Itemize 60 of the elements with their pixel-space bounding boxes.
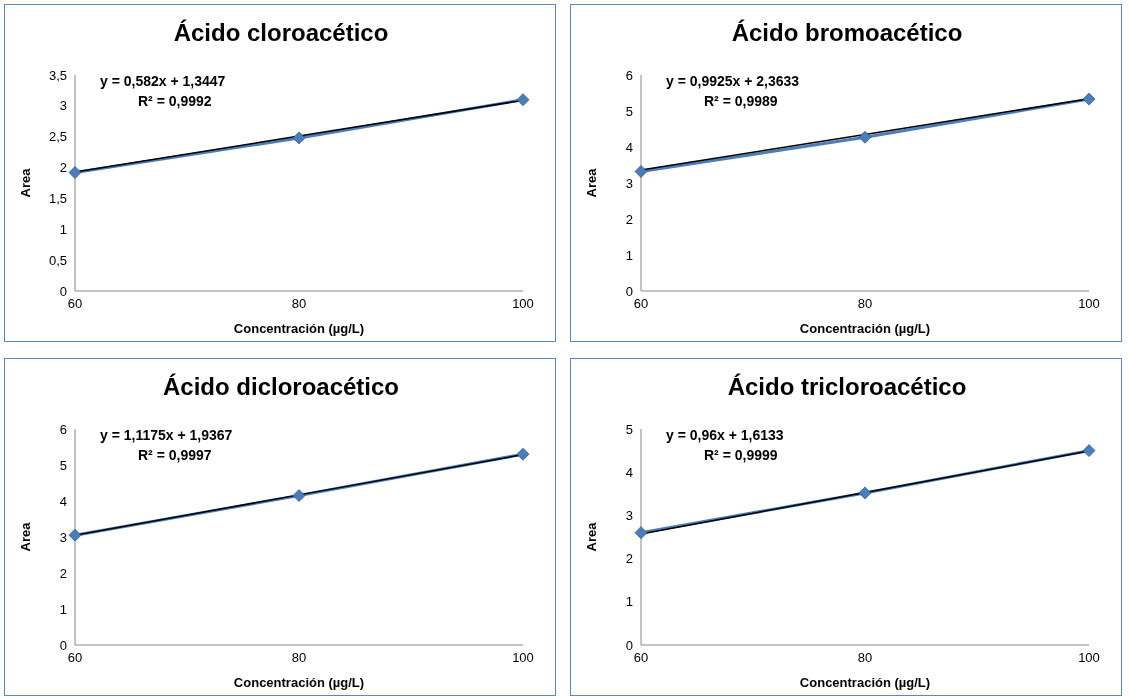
y-tick-label: 3 — [59, 529, 67, 545]
y-axis-title: Area — [17, 521, 33, 551]
y-tick-label: 1,5 — [48, 191, 67, 207]
y-tick-label: 4 — [625, 139, 633, 155]
annotation: R² = 0,9997 — [138, 446, 212, 463]
y-tick-label: 1 — [59, 601, 67, 617]
x-tick-label: 100 — [512, 649, 534, 665]
x-tick-label: 100 — [1078, 296, 1100, 312]
annotation: y = 0,582x + 1,3447 — [100, 73, 226, 89]
y-tick-label: 3 — [59, 98, 67, 114]
annotation: y = 0,96x + 1,6133 — [666, 426, 784, 443]
x-axis-title: Concentración (µg/L) — [233, 674, 365, 690]
x-tick-label: 80 — [857, 296, 873, 312]
y-tick-label: 4 — [59, 493, 67, 509]
annotation: R² = 0,9992 — [138, 93, 212, 109]
y-tick-label: 0,5 — [48, 252, 67, 268]
annotation: y = 0,9925x + 2,3633 — [666, 73, 800, 89]
y-tick-label: 3,5 — [48, 67, 67, 83]
chart-title: Ácido tricloroacético — [726, 372, 968, 401]
x-tick-label: 60 — [67, 296, 83, 312]
x-tick-label: 60 — [67, 649, 83, 665]
y-tick-label: 0 — [625, 637, 633, 653]
y-axis-title: Area — [583, 521, 599, 551]
chart-title: Ácido bromoacético — [730, 19, 964, 47]
x-tick-label: 60 — [633, 296, 649, 312]
y-tick-label: 3 — [625, 507, 633, 523]
y-axis-title: Area — [17, 167, 33, 198]
y-tick-label: 6 — [59, 421, 67, 437]
y-tick-label: 5 — [625, 103, 633, 119]
x-tick-label: 80 — [291, 649, 307, 665]
y-tick-label: 4 — [625, 464, 633, 480]
y-tick-label: 1 — [625, 593, 633, 609]
y-tick-label: 1 — [59, 221, 67, 237]
x-tick-label: 100 — [1078, 649, 1100, 665]
x-tick-label: 100 — [512, 296, 534, 312]
x-tick-label: 80 — [857, 649, 873, 665]
chart-title: Ácido dicloroacético — [161, 372, 401, 401]
y-axis-title: Area — [583, 167, 599, 198]
y-tick-label: 3 — [625, 175, 633, 191]
x-axis-title: Concentración (µg/L) — [233, 321, 365, 336]
x-tick-label: 80 — [291, 296, 307, 312]
y-tick-label: 2 — [59, 565, 67, 581]
annotation: R² = 0,9999 — [704, 446, 778, 463]
y-tick-label: 5 — [625, 421, 633, 437]
y-tick-label: 1 — [625, 247, 633, 263]
x-tick-label: 60 — [633, 649, 649, 665]
annotation: y = 1,1175x + 1,9367 — [100, 426, 233, 443]
x-axis-title: Concentración (µg/L) — [799, 674, 931, 690]
x-axis-title: Concentración (µg/L) — [799, 321, 931, 336]
y-tick-label: 2 — [625, 211, 633, 227]
y-tick-label: 2 — [59, 160, 67, 176]
y-tick-label: 0 — [59, 283, 67, 299]
y-tick-label: 2 — [625, 550, 633, 566]
y-tick-label: 0 — [59, 637, 67, 653]
y-tick-label: 6 — [625, 67, 633, 83]
y-tick-label: 2,5 — [48, 129, 67, 145]
y-tick-label: 0 — [625, 283, 633, 299]
annotation: R² = 0,9989 — [704, 93, 778, 109]
chart-title: Ácido cloroacético — [172, 19, 390, 47]
y-tick-label: 5 — [59, 457, 67, 473]
